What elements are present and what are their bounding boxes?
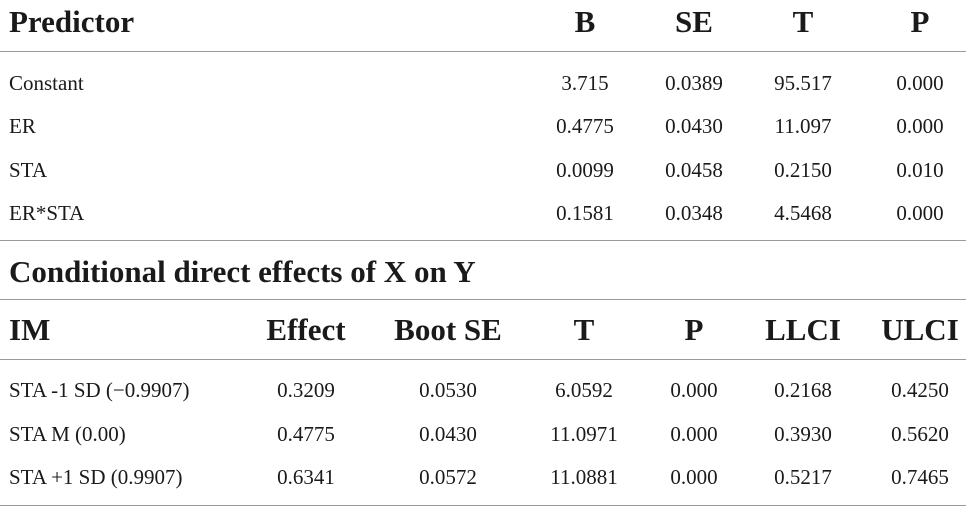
header-effect: Effect bbox=[266, 312, 346, 347]
b-cell: 0.0099 bbox=[556, 158, 614, 182]
im-cell: STA +1 SD (0.9907) bbox=[9, 465, 183, 489]
t-cell: 11.0971 bbox=[550, 422, 618, 446]
effect-cell: 0.6341 bbox=[277, 465, 335, 489]
header-im: IM bbox=[9, 312, 51, 347]
boot-se-cell: 0.0530 bbox=[419, 378, 477, 402]
p-cell: 0.000 bbox=[670, 465, 718, 489]
im-cell: STA M (0.00) bbox=[9, 422, 126, 446]
im-cell: STA -1 SD (−0.9907) bbox=[9, 378, 190, 402]
divider bbox=[0, 299, 966, 300]
t-cell: 4.5468 bbox=[774, 201, 832, 225]
header-boot-se: Boot SE bbox=[394, 312, 502, 347]
llci-cell: 0.2168 bbox=[774, 378, 832, 402]
p-cell: 0.000 bbox=[896, 201, 944, 225]
header-b: B bbox=[574, 4, 596, 39]
divider bbox=[0, 359, 966, 360]
t-cell: 6.0592 bbox=[555, 378, 613, 402]
b-cell: 3.715 bbox=[561, 71, 609, 95]
t-cell: 95.517 bbox=[774, 71, 832, 95]
p-cell: 0.000 bbox=[670, 422, 718, 446]
boot-se-cell: 0.0572 bbox=[419, 465, 477, 489]
predictor-cell: STA bbox=[9, 158, 47, 182]
section-title: Conditional direct effects of X on Y bbox=[9, 254, 476, 289]
header-predictor: Predictor bbox=[9, 4, 135, 39]
p-cell: 0.010 bbox=[896, 158, 944, 182]
t-cell: 11.097 bbox=[774, 114, 832, 138]
t-cell: 0.2150 bbox=[774, 158, 832, 182]
predictor-cell: ER*STA bbox=[9, 201, 85, 225]
p-cell: 0.000 bbox=[896, 71, 944, 95]
predictor-cell: ER bbox=[9, 114, 36, 138]
llci-cell: 0.5217 bbox=[774, 465, 832, 489]
header-t: T bbox=[573, 312, 595, 347]
ulci-cell: 0.4250 bbox=[891, 378, 949, 402]
header-llci: LLCI bbox=[765, 312, 841, 347]
se-cell: 0.0389 bbox=[665, 71, 723, 95]
divider bbox=[0, 240, 966, 241]
t-cell: 11.0881 bbox=[550, 465, 618, 489]
p-cell: 0.000 bbox=[670, 378, 718, 402]
header-t: T bbox=[792, 4, 814, 39]
header-p: P bbox=[684, 312, 704, 347]
predictor-cell: Constant bbox=[9, 71, 84, 95]
divider bbox=[0, 51, 966, 52]
ulci-cell: 0.5620 bbox=[891, 422, 949, 446]
se-cell: 0.0458 bbox=[665, 158, 723, 182]
b-cell: 0.1581 bbox=[556, 201, 614, 225]
header-p: P bbox=[910, 4, 930, 39]
boot-se-cell: 0.0430 bbox=[419, 422, 477, 446]
divider bbox=[0, 505, 966, 506]
effect-cell: 0.3209 bbox=[277, 378, 335, 402]
se-cell: 0.0348 bbox=[665, 201, 723, 225]
b-cell: 0.4775 bbox=[556, 114, 614, 138]
header-ulci: ULCI bbox=[881, 312, 959, 347]
llci-cell: 0.3930 bbox=[774, 422, 832, 446]
ulci-cell: 0.7465 bbox=[891, 465, 949, 489]
se-cell: 0.0430 bbox=[665, 114, 723, 138]
p-cell: 0.000 bbox=[896, 114, 944, 138]
effect-cell: 0.4775 bbox=[277, 422, 335, 446]
header-se: SE bbox=[675, 4, 713, 39]
